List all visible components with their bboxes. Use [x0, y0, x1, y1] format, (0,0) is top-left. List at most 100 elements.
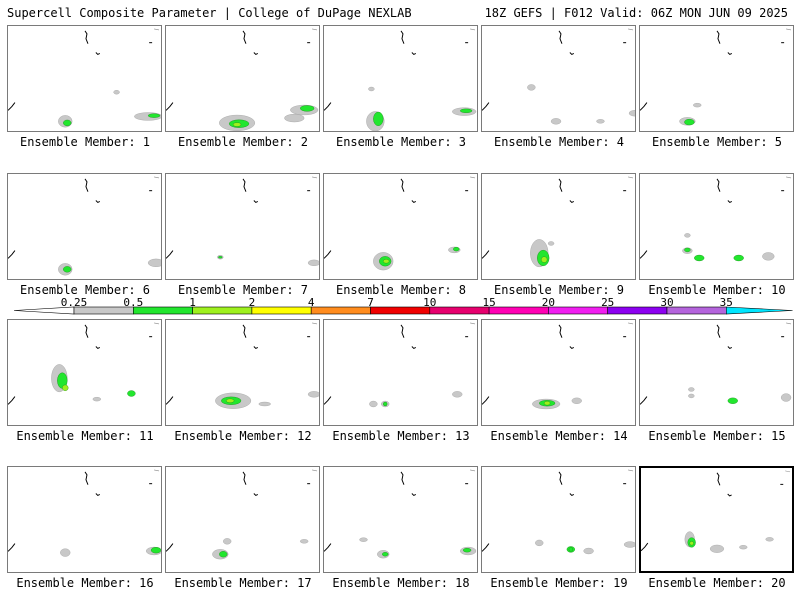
colorbar-right-arrow — [725, 306, 793, 315]
map-panel-svg — [482, 322, 634, 410]
coastline — [166, 250, 174, 259]
ensemble-member-15-map[interactable] — [639, 319, 794, 426]
colorbar-segment — [666, 306, 727, 315]
coastline — [411, 200, 417, 204]
colorbar-tick-label: 0.25 — [60, 296, 88, 309]
scp-contour — [684, 118, 695, 126]
ensemble-member-4-map[interactable] — [481, 25, 636, 132]
scp-contour — [709, 544, 725, 553]
ensemble-member-6-map[interactable] — [7, 173, 162, 280]
valid-time-label: 18Z GEFS | F012 Valid: 06Z MON JUN 09 20… — [484, 6, 788, 20]
map-panel-svg — [166, 28, 319, 131]
boundary-line — [312, 28, 318, 31]
ensemble-member-17-map[interactable] — [165, 466, 320, 573]
ensemble-member-5-map[interactable] — [639, 25, 794, 132]
coastline — [727, 52, 733, 56]
ensemble-member-8-map[interactable] — [323, 173, 478, 280]
coastline — [400, 30, 405, 44]
coastline — [640, 102, 648, 111]
ensemble-member-19-map[interactable] — [481, 466, 636, 573]
scp-contour — [693, 102, 702, 108]
ensemble-member-12-map[interactable] — [165, 319, 320, 426]
scp-contour — [688, 387, 695, 392]
ensemble-member-16-map[interactable] — [7, 466, 162, 573]
boundary-line — [154, 469, 160, 472]
scp-contour — [383, 259, 390, 264]
scp-contour — [373, 111, 384, 126]
scp-contour — [147, 113, 161, 118]
scp-contour — [765, 537, 774, 542]
scp-contour — [684, 233, 691, 238]
colorbar-segment — [607, 306, 668, 315]
colorbar-tick-label: 2 — [248, 296, 256, 309]
ensemble-member-14-map[interactable] — [481, 319, 636, 426]
ensemble-member-label: Ensemble Member: 18 — [332, 576, 470, 590]
map-panel-svg — [640, 28, 792, 126]
ensemble-member-label: Ensemble Member: 10 — [648, 283, 786, 297]
ensemble-member-label: Ensemble Member: 1 — [19, 135, 151, 149]
scp-contour — [113, 90, 120, 95]
coastline — [640, 396, 648, 405]
ensemble-member-10-map[interactable] — [639, 173, 794, 280]
coastline — [84, 471, 89, 485]
ensemble-member-9-map[interactable] — [481, 173, 636, 280]
map-panel-svg — [324, 28, 477, 131]
ensemble-member-18-map[interactable] — [323, 466, 478, 573]
scp-contour — [150, 547, 161, 554]
coastline — [716, 30, 721, 44]
scp-contour — [623, 541, 635, 548]
page-title: Supercell Composite Parameter | College … — [7, 6, 412, 20]
colorbar-segment — [251, 306, 312, 315]
boundary-line — [312, 469, 318, 472]
coastline — [95, 493, 101, 497]
scp-contour — [453, 246, 460, 252]
scp-contour — [359, 537, 368, 542]
colorbar-segment — [310, 306, 371, 315]
coastline — [482, 396, 490, 405]
scp-contour — [462, 548, 472, 553]
scp-contour — [218, 256, 223, 259]
boundary-line — [470, 176, 476, 179]
scp-contour — [550, 118, 562, 125]
ensemble-member-3-map[interactable] — [323, 25, 478, 132]
coastline — [569, 52, 575, 56]
colorbar-tick-label: 30 — [660, 296, 674, 309]
scp-contour — [369, 400, 378, 408]
coastline — [727, 493, 732, 497]
map-panel-svg — [324, 469, 477, 559]
scp-contour — [63, 119, 72, 127]
boundary-line — [470, 322, 476, 325]
coastline — [95, 52, 101, 56]
colorbar-tick-label: 1 — [189, 296, 196, 309]
color-scale-bar — [13, 306, 793, 315]
ensemble-member-11-map[interactable] — [7, 319, 162, 426]
scp-contour — [300, 539, 309, 544]
ensemble-member-7-map[interactable] — [165, 173, 320, 280]
colorbar-tick-label: 15 — [482, 296, 496, 309]
boundary-line — [786, 28, 792, 31]
coastline — [166, 396, 174, 405]
boundary-line — [628, 176, 634, 179]
coastline — [84, 178, 89, 192]
colorbar-segment — [488, 306, 549, 315]
ensemble-member-13-map[interactable] — [323, 319, 478, 426]
scp-contour — [92, 396, 101, 402]
ensemble-member-20-map[interactable] — [639, 466, 794, 573]
coastline — [253, 200, 259, 204]
ensemble-member-label: Ensemble Member: 17 — [174, 576, 312, 590]
map-panel-svg — [166, 469, 318, 560]
coastline — [8, 250, 16, 259]
ensemble-member-label: Ensemble Member: 8 — [335, 283, 467, 297]
ensemble-member-2-map[interactable] — [165, 25, 320, 132]
ensemble-member-label: Ensemble Member: 15 — [648, 429, 786, 443]
coastline — [253, 493, 259, 497]
coastline — [253, 52, 259, 56]
coastline — [716, 472, 721, 486]
coastline — [569, 346, 575, 350]
coastline — [569, 493, 575, 497]
ensemble-member-label: Ensemble Member: 16 — [16, 576, 154, 590]
colorbar-segment — [548, 306, 609, 315]
coastline — [569, 200, 575, 204]
scp-contour — [60, 548, 71, 557]
ensemble-member-1-map[interactable] — [7, 25, 162, 132]
